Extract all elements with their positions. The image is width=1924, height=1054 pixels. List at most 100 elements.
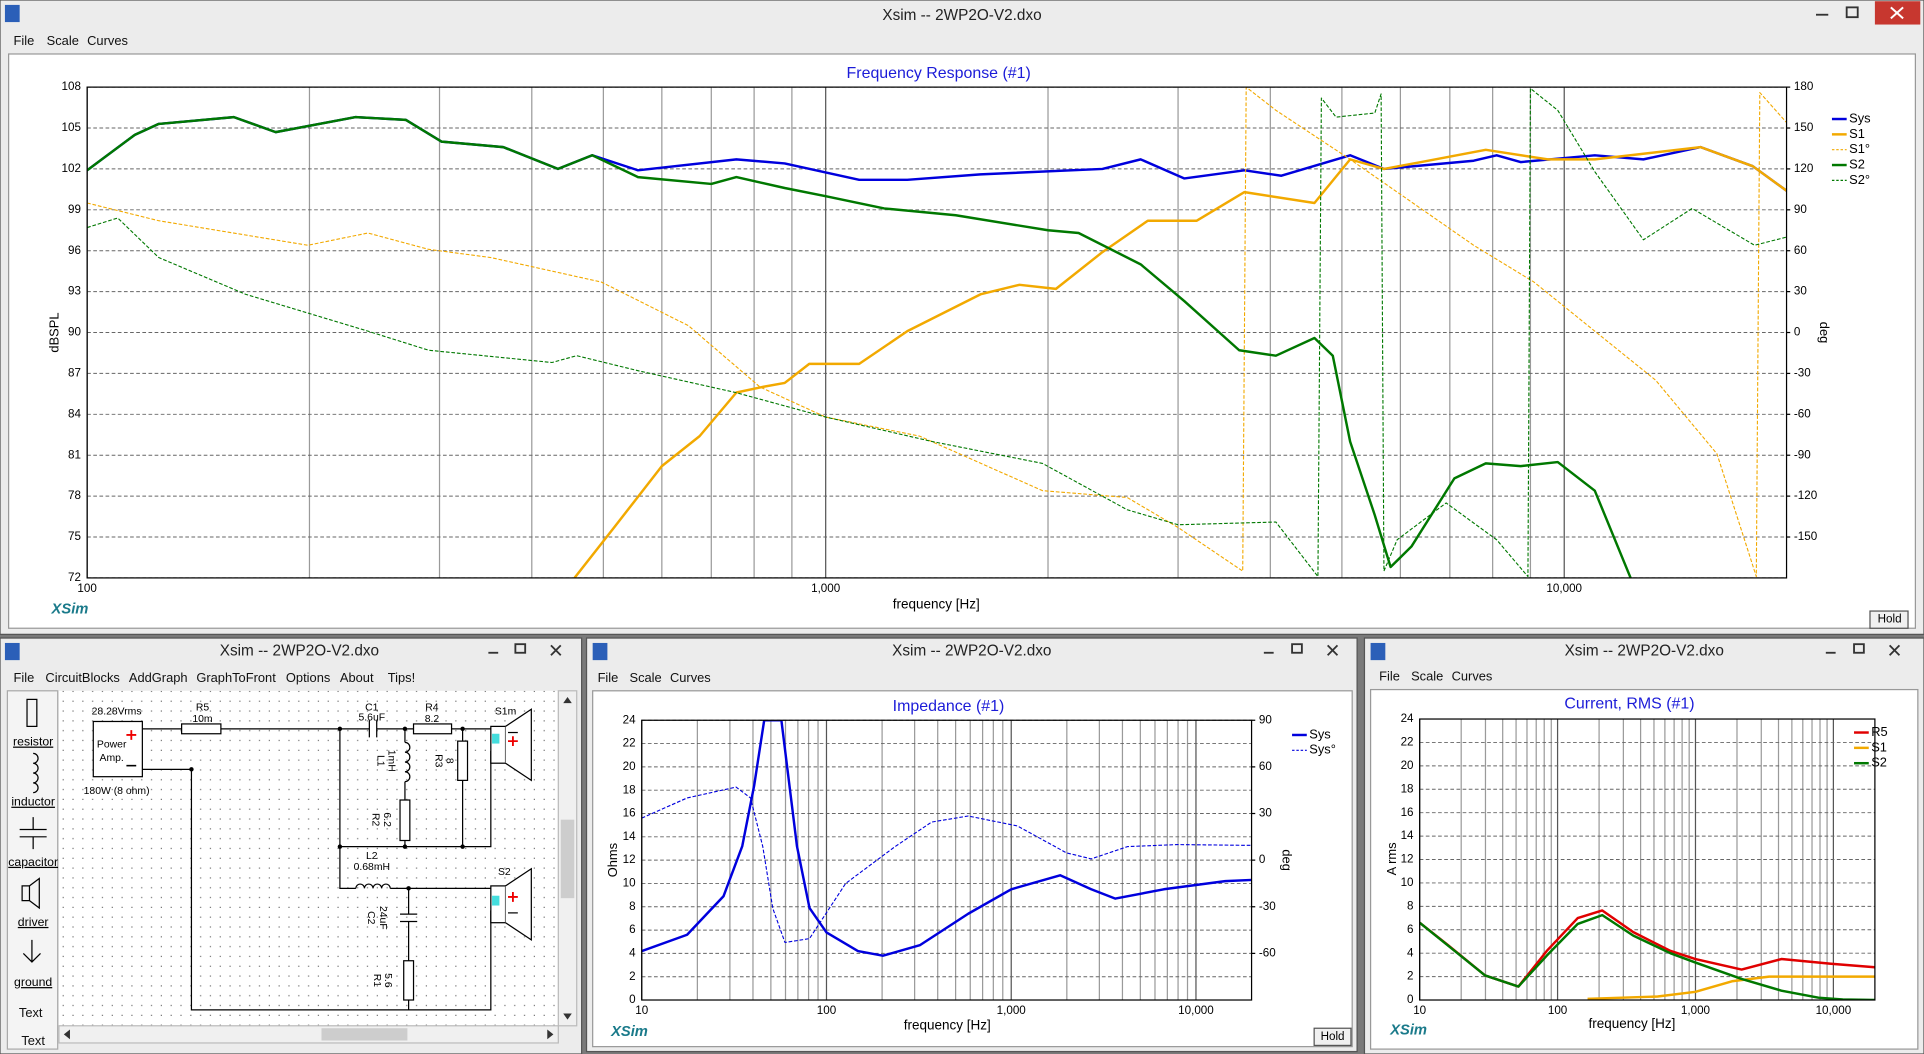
menu-item[interactable]: File	[598, 670, 619, 685]
tool-text[interactable]: Text	[21, 1033, 45, 1048]
menu-item[interactable]: File	[1379, 669, 1400, 684]
y-tick-label: 8	[629, 900, 635, 913]
y-tick-label: 108	[62, 80, 81, 93]
component-label: R1	[371, 974, 382, 988]
y-axis-label: dBSPL	[47, 312, 62, 352]
y2-tick-label: 30	[1259, 807, 1272, 820]
y-axis-label: Ohms	[605, 843, 620, 877]
menu-item[interactable]: CircuitBlocks	[45, 670, 119, 685]
component-label: R3	[432, 754, 443, 768]
app-icon	[4, 4, 20, 23]
legend-label: S2	[1849, 156, 1865, 171]
menu-item[interactable]: Curves	[1452, 669, 1493, 684]
maximize-button[interactable]	[1853, 643, 1865, 654]
logo: XSim	[51, 602, 89, 618]
legend-label: S2°	[1849, 172, 1870, 187]
vertical-scrollbar[interactable]	[557, 690, 578, 1027]
tool-driver[interactable]: driver	[18, 877, 49, 929]
menu-item[interactable]: Options	[286, 670, 330, 685]
hold-button[interactable]: Hold	[1869, 610, 1909, 629]
legend-label: R5	[1871, 724, 1887, 739]
x-tick-label: 10	[1413, 1004, 1426, 1017]
chart: 100 1,000 10,000 72 75 78 81 84 87 90 93 96 99 102 105…	[47, 65, 1871, 612]
y-tick-label: 10	[623, 877, 636, 890]
legend-label: Sys°	[1309, 742, 1336, 757]
x-tick-label: 100	[1548, 1004, 1568, 1017]
y-tick-label: 102	[62, 162, 81, 175]
window-title: Xsim -- 2WP2O-V2.dxo	[220, 643, 379, 660]
y2-tick-label: 0	[1259, 853, 1266, 866]
tool-resistor[interactable]: resistor	[13, 698, 53, 749]
component-label: S2	[498, 867, 511, 878]
y-tick-label: 0	[1407, 993, 1414, 1006]
tool-ground[interactable]: ground	[14, 939, 52, 989]
y2-tick-label: 120	[1794, 162, 1814, 175]
menu-item[interactable]: GraphToFront	[196, 670, 276, 685]
menu-item[interactable]: Curves	[670, 670, 711, 685]
x-tick-label: 10,000	[1546, 582, 1582, 595]
y-tick-label: 90	[68, 326, 81, 339]
close-button[interactable]	[550, 644, 562, 656]
series-line	[1419, 913, 1875, 1001]
component-label: R5	[196, 703, 210, 714]
y-axis-label: A rms	[1384, 842, 1399, 875]
y2-tick-label: -30	[1794, 366, 1811, 379]
menu-item[interactable]: Scale	[47, 33, 79, 48]
horizontal-scrollbar[interactable]	[58, 1025, 559, 1044]
menu-item[interactable]: File	[14, 33, 35, 48]
logo: XSim	[1389, 1023, 1427, 1039]
tool-text[interactable]: Text	[19, 1005, 43, 1020]
y-tick-label: 72	[68, 571, 81, 584]
series-line	[87, 87, 1787, 578]
menu-item[interactable]: Curves	[87, 33, 128, 48]
y-tick-label: 81	[68, 448, 81, 461]
menu-item[interactable]: Scale	[1411, 669, 1443, 684]
tool-capacitor[interactable]: capacitor	[8, 817, 58, 869]
tool-label: ground	[14, 975, 52, 989]
window-title: Xsim -- 2WP2O-V2.dxo	[882, 7, 1041, 24]
y-tick-label: 0	[629, 993, 636, 1006]
window-title: Xsim -- 2WP2O-V2.dxo	[1565, 643, 1724, 660]
circuit-window: Xsim -- 2WP2O-V2.dxo File CircuitBlocks …	[0, 637, 583, 1054]
y2-tick-label: -30	[1259, 900, 1276, 913]
menu-item[interactable]: Tips!	[388, 670, 415, 685]
close-button[interactable]	[1326, 644, 1339, 656]
y2-tick-label: 60	[1794, 244, 1807, 257]
logo: XSim	[610, 1024, 648, 1040]
maximize-button[interactable]	[1845, 6, 1859, 19]
close-button[interactable]	[1888, 644, 1901, 656]
maximize-button[interactable]	[1291, 643, 1303, 654]
series-group	[641, 720, 1252, 957]
menu-item[interactable]: About	[340, 670, 374, 685]
tool-inductor[interactable]: inductor	[11, 752, 55, 809]
tool-label: inductor	[11, 795, 55, 809]
y2-tick-label: 180	[1794, 80, 1814, 93]
series-line	[573, 145, 1787, 578]
y-tick-label: 20	[623, 760, 636, 773]
component-label: C2	[365, 911, 376, 925]
y-tick-label: 22	[623, 737, 636, 750]
menu-item[interactable]: File	[14, 670, 35, 685]
menu-item[interactable]: AddGraph	[129, 670, 188, 685]
button-label: Hold	[1878, 613, 1902, 626]
plot-frame	[86, 86, 1788, 579]
close-button[interactable]	[1874, 1, 1921, 25]
y2-axis-label: deg	[1280, 849, 1295, 870]
series-line	[87, 87, 1787, 578]
hold-button[interactable]: Hold	[1313, 1027, 1352, 1047]
component-label: 10m	[192, 714, 212, 725]
legend-label: S2	[1871, 755, 1887, 770]
menu-item[interactable]: Scale	[629, 670, 661, 685]
maximize-button[interactable]	[514, 643, 527, 654]
y-tick-label: 24	[1401, 712, 1414, 725]
y-tick-label: 96	[68, 244, 81, 257]
y-tick-label: 6	[629, 923, 635, 936]
y-tick-label: 14	[1401, 829, 1414, 842]
series-line	[1587, 975, 1875, 1001]
series-line	[87, 115, 1632, 578]
component-label: R4	[425, 703, 439, 714]
component-label: 1mH	[386, 750, 397, 772]
y-tick-label: 2	[1407, 970, 1413, 983]
y-tick-label: 75	[68, 530, 81, 543]
y-tick-label: 6	[1407, 923, 1413, 936]
